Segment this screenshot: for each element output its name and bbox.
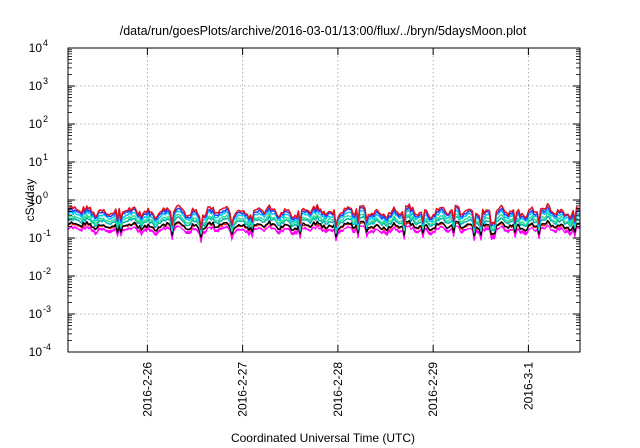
- series-line: [67, 202, 581, 231]
- y-tick-label: 104: [29, 38, 48, 55]
- series-line: [67, 209, 581, 232]
- series-line: [67, 219, 581, 238]
- y-tick-label: 10-3: [29, 304, 51, 321]
- series-line: [67, 211, 580, 234]
- x-axis-label: Coordinated Universal Time (UTC): [231, 431, 415, 445]
- y-axis-label: cSv/day: [23, 179, 37, 222]
- y-tick-label: 102: [29, 114, 48, 131]
- x-tick-label: 2016-2-27: [236, 362, 250, 417]
- y-tick-label: 10-1: [29, 228, 51, 245]
- y-tick-label: 10-2: [29, 266, 51, 283]
- x-tick-label: 2016-3-1: [521, 362, 535, 410]
- x-tick-label: 2016-2-29: [426, 362, 440, 417]
- y-tick-label: 10-4: [29, 342, 51, 359]
- y-tick-label: 103: [29, 76, 48, 93]
- y-tick-label: 101: [29, 152, 48, 169]
- chart-title: /data/run/goesPlots/archive/2016-03-01/1…: [120, 24, 527, 38]
- plot-area: 10-410-310-210-11001011021031042016-2-26…: [29, 38, 581, 417]
- series-line: [67, 215, 581, 235]
- x-tick-label: 2016-2-26: [140, 362, 154, 417]
- x-tick-label: 2016-2-28: [331, 362, 345, 417]
